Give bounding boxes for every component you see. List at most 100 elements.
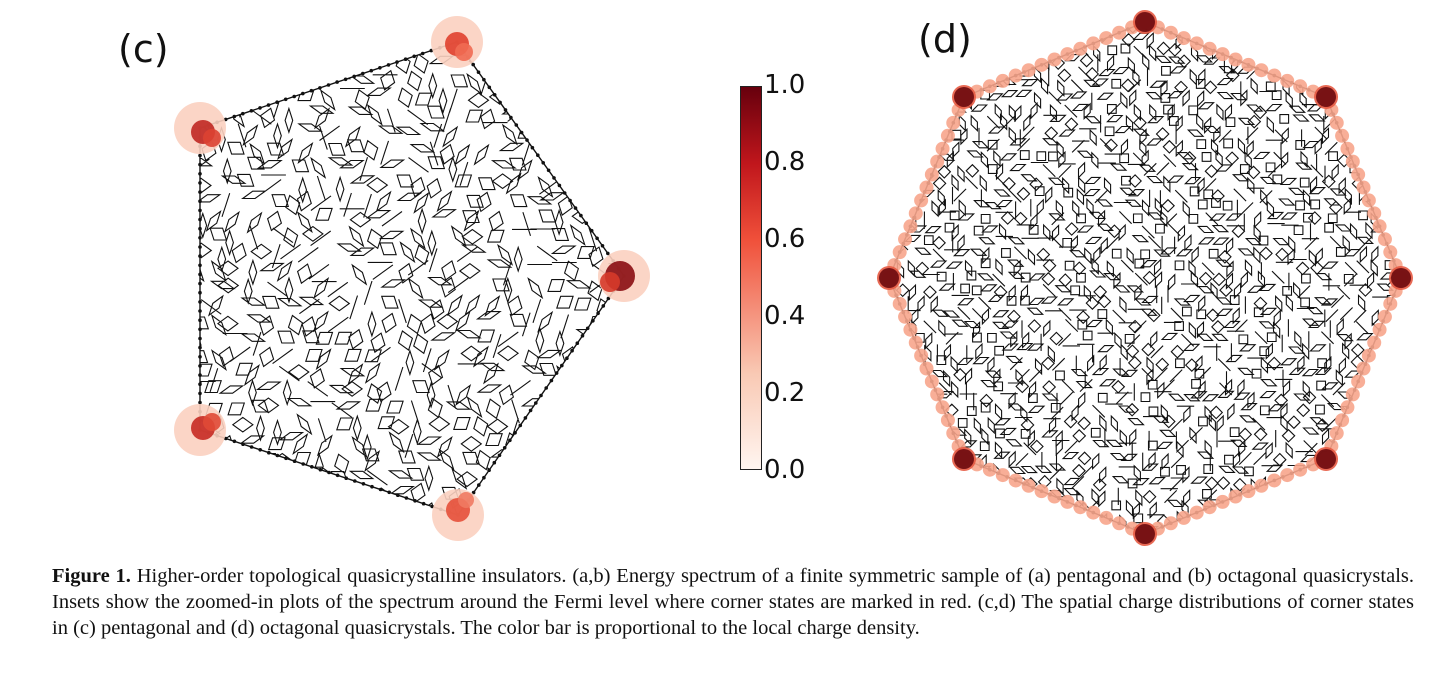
corner-state-marker: [1345, 387, 1360, 402]
corner-state-marker: [1293, 462, 1308, 477]
corner-state-marker: [940, 413, 955, 428]
colorbar-tick-label: 0.6: [764, 224, 806, 254]
corner-state-marker: [1228, 489, 1243, 504]
corner-state-marker: [1060, 494, 1075, 509]
lattice-bonds: [200, 42, 624, 515]
corner-state-marker: [1329, 115, 1344, 130]
corner-state-marker: [1316, 86, 1337, 107]
corner-state-marker: [1073, 41, 1088, 56]
corner-state-marker: [995, 468, 1010, 483]
colorbar-tick-label: 0.4: [764, 301, 806, 331]
corner-state-marker: [1228, 52, 1243, 67]
corner-state-marker: [1086, 36, 1101, 51]
corner-state-marker: [1112, 516, 1127, 531]
corner-state-marker: [1021, 478, 1036, 493]
corner-state-marker: [1335, 413, 1350, 428]
corner-state-marker: [1372, 219, 1387, 234]
corner-state-marker: [1254, 478, 1269, 493]
corner-state-marker: [914, 348, 929, 363]
corner-state-marker: [1112, 25, 1127, 40]
corner-state-marker: [1099, 31, 1114, 46]
corner-state-marker: [946, 115, 961, 130]
corner-state-marker: [1377, 309, 1392, 324]
corner-state-marker: [1008, 68, 1023, 83]
corner-state-marker: [1267, 473, 1282, 488]
pentagonal-quasicrystal-lattice: [174, 16, 650, 541]
corner-state-marker: [1340, 141, 1355, 156]
corner-state-marker: [1241, 484, 1256, 499]
colorbar-tick-label: 0.2: [764, 378, 806, 408]
panel-label-d: (d): [918, 17, 972, 61]
corner-state-marker: [1241, 57, 1256, 72]
lattice-bonds: [889, 22, 1401, 534]
corner-state-marker: [898, 309, 913, 324]
corner-state-marker: [1280, 468, 1295, 483]
corner-state-marker: [879, 268, 899, 288]
corner-state-marker: [1377, 232, 1392, 247]
corner-state-marker: [1034, 57, 1049, 72]
corner-state-marker: [940, 128, 955, 143]
corner-state-marker: [1176, 510, 1191, 525]
corner-state-marker: [1176, 31, 1191, 46]
corner-state-marker: [1047, 489, 1062, 504]
corner-state-marker: [995, 73, 1010, 88]
corner-state-marker: [1073, 500, 1088, 515]
corner-state-marker: [1280, 73, 1295, 88]
corner-state-marker: [203, 129, 221, 147]
corner-state-marker: [600, 272, 620, 292]
corner-state-marker: [1163, 25, 1178, 40]
corner-state-marker: [892, 296, 907, 311]
corner-state-marker: [1329, 426, 1344, 441]
colorbar-tick-label: 1.0: [764, 70, 806, 100]
caption-text: Higher-order topological quasicrystallin…: [52, 565, 1415, 639]
corner-state-marker: [919, 361, 934, 376]
corner-state-marker: [908, 206, 923, 221]
corner-state-marker: [908, 335, 923, 350]
corner-state-marker: [1135, 12, 1155, 32]
corner-state-marker: [1383, 245, 1398, 260]
corner-state-marker: [1361, 193, 1376, 208]
corner-state-marker: [903, 322, 918, 337]
corner-state-marker: [1099, 510, 1114, 525]
corner-state-marker: [924, 167, 939, 182]
corner-state-marker: [1254, 63, 1269, 78]
corner-state-marker: [1367, 206, 1382, 221]
corner-state-marker: [1351, 167, 1366, 182]
corner-state-marker: [1335, 128, 1350, 143]
panel-label-c: (c): [118, 27, 169, 71]
colorbar-tick-label: 0.8: [764, 147, 806, 177]
corner-state-marker: [924, 374, 939, 389]
corner-state-marker: [1047, 52, 1062, 67]
corner-state-marker: [455, 43, 473, 61]
corner-state-marker: [1361, 348, 1376, 363]
corner-state-marker: [1135, 524, 1155, 544]
corner-state-marker: [1356, 361, 1371, 376]
figure-caption: Figure 1. Higher-order topological quasi…: [52, 563, 1414, 641]
corner-state-marker: [914, 193, 929, 208]
corner-state-marker: [1202, 41, 1217, 56]
corner-state-marker: [1372, 322, 1387, 337]
corner-state-marker: [953, 449, 974, 470]
corner-state-marker: [1391, 268, 1411, 288]
corner-state-marker: [1293, 79, 1308, 94]
octagonal-quasicrystal-lattice: [877, 10, 1413, 546]
corner-state-marker: [982, 79, 997, 94]
corner-state-marker: [1008, 473, 1023, 488]
lattice-sites: [198, 40, 626, 517]
corner-state-marker: [1351, 374, 1366, 389]
corner-state-marker: [1356, 180, 1371, 195]
corner-state-marker: [1021, 63, 1036, 78]
corner-state-marker: [203, 413, 221, 431]
corner-state-marker: [919, 180, 934, 195]
corner-state-marker: [1202, 500, 1217, 515]
corner-state-marker: [1163, 516, 1178, 531]
corner-state-marker: [930, 387, 945, 402]
corner-state-marker: [930, 154, 945, 169]
corner-state-marker: [1267, 68, 1282, 83]
corner-state-marker: [1215, 494, 1230, 509]
corner-state-marker: [935, 141, 950, 156]
corner-state-marker: [1316, 449, 1337, 470]
caption-figure-label: Figure 1.: [52, 565, 131, 587]
corner-state-marker: [1340, 400, 1355, 415]
corner-state-marker: [1086, 505, 1101, 520]
